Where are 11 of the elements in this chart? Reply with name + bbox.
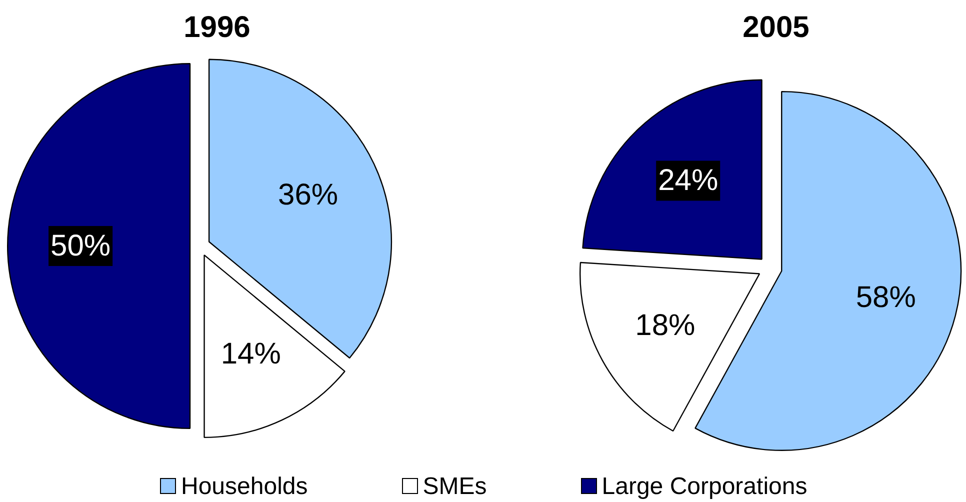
slice-label: 1996	[184, 11, 250, 44]
data-label: 36%	[278, 178, 338, 212]
data-label: 14%	[220, 337, 281, 370]
data-label: 50%	[50, 229, 111, 262]
legend-label: Large Corporations	[602, 473, 808, 500]
data-label: 18%	[635, 308, 696, 342]
data-label: 58%	[856, 281, 916, 314]
slice-label: 2005	[742, 11, 810, 44]
legend-label: Households	[181, 473, 308, 500]
data-label: 24%	[658, 164, 718, 198]
legend-label: SMEs	[422, 473, 487, 500]
